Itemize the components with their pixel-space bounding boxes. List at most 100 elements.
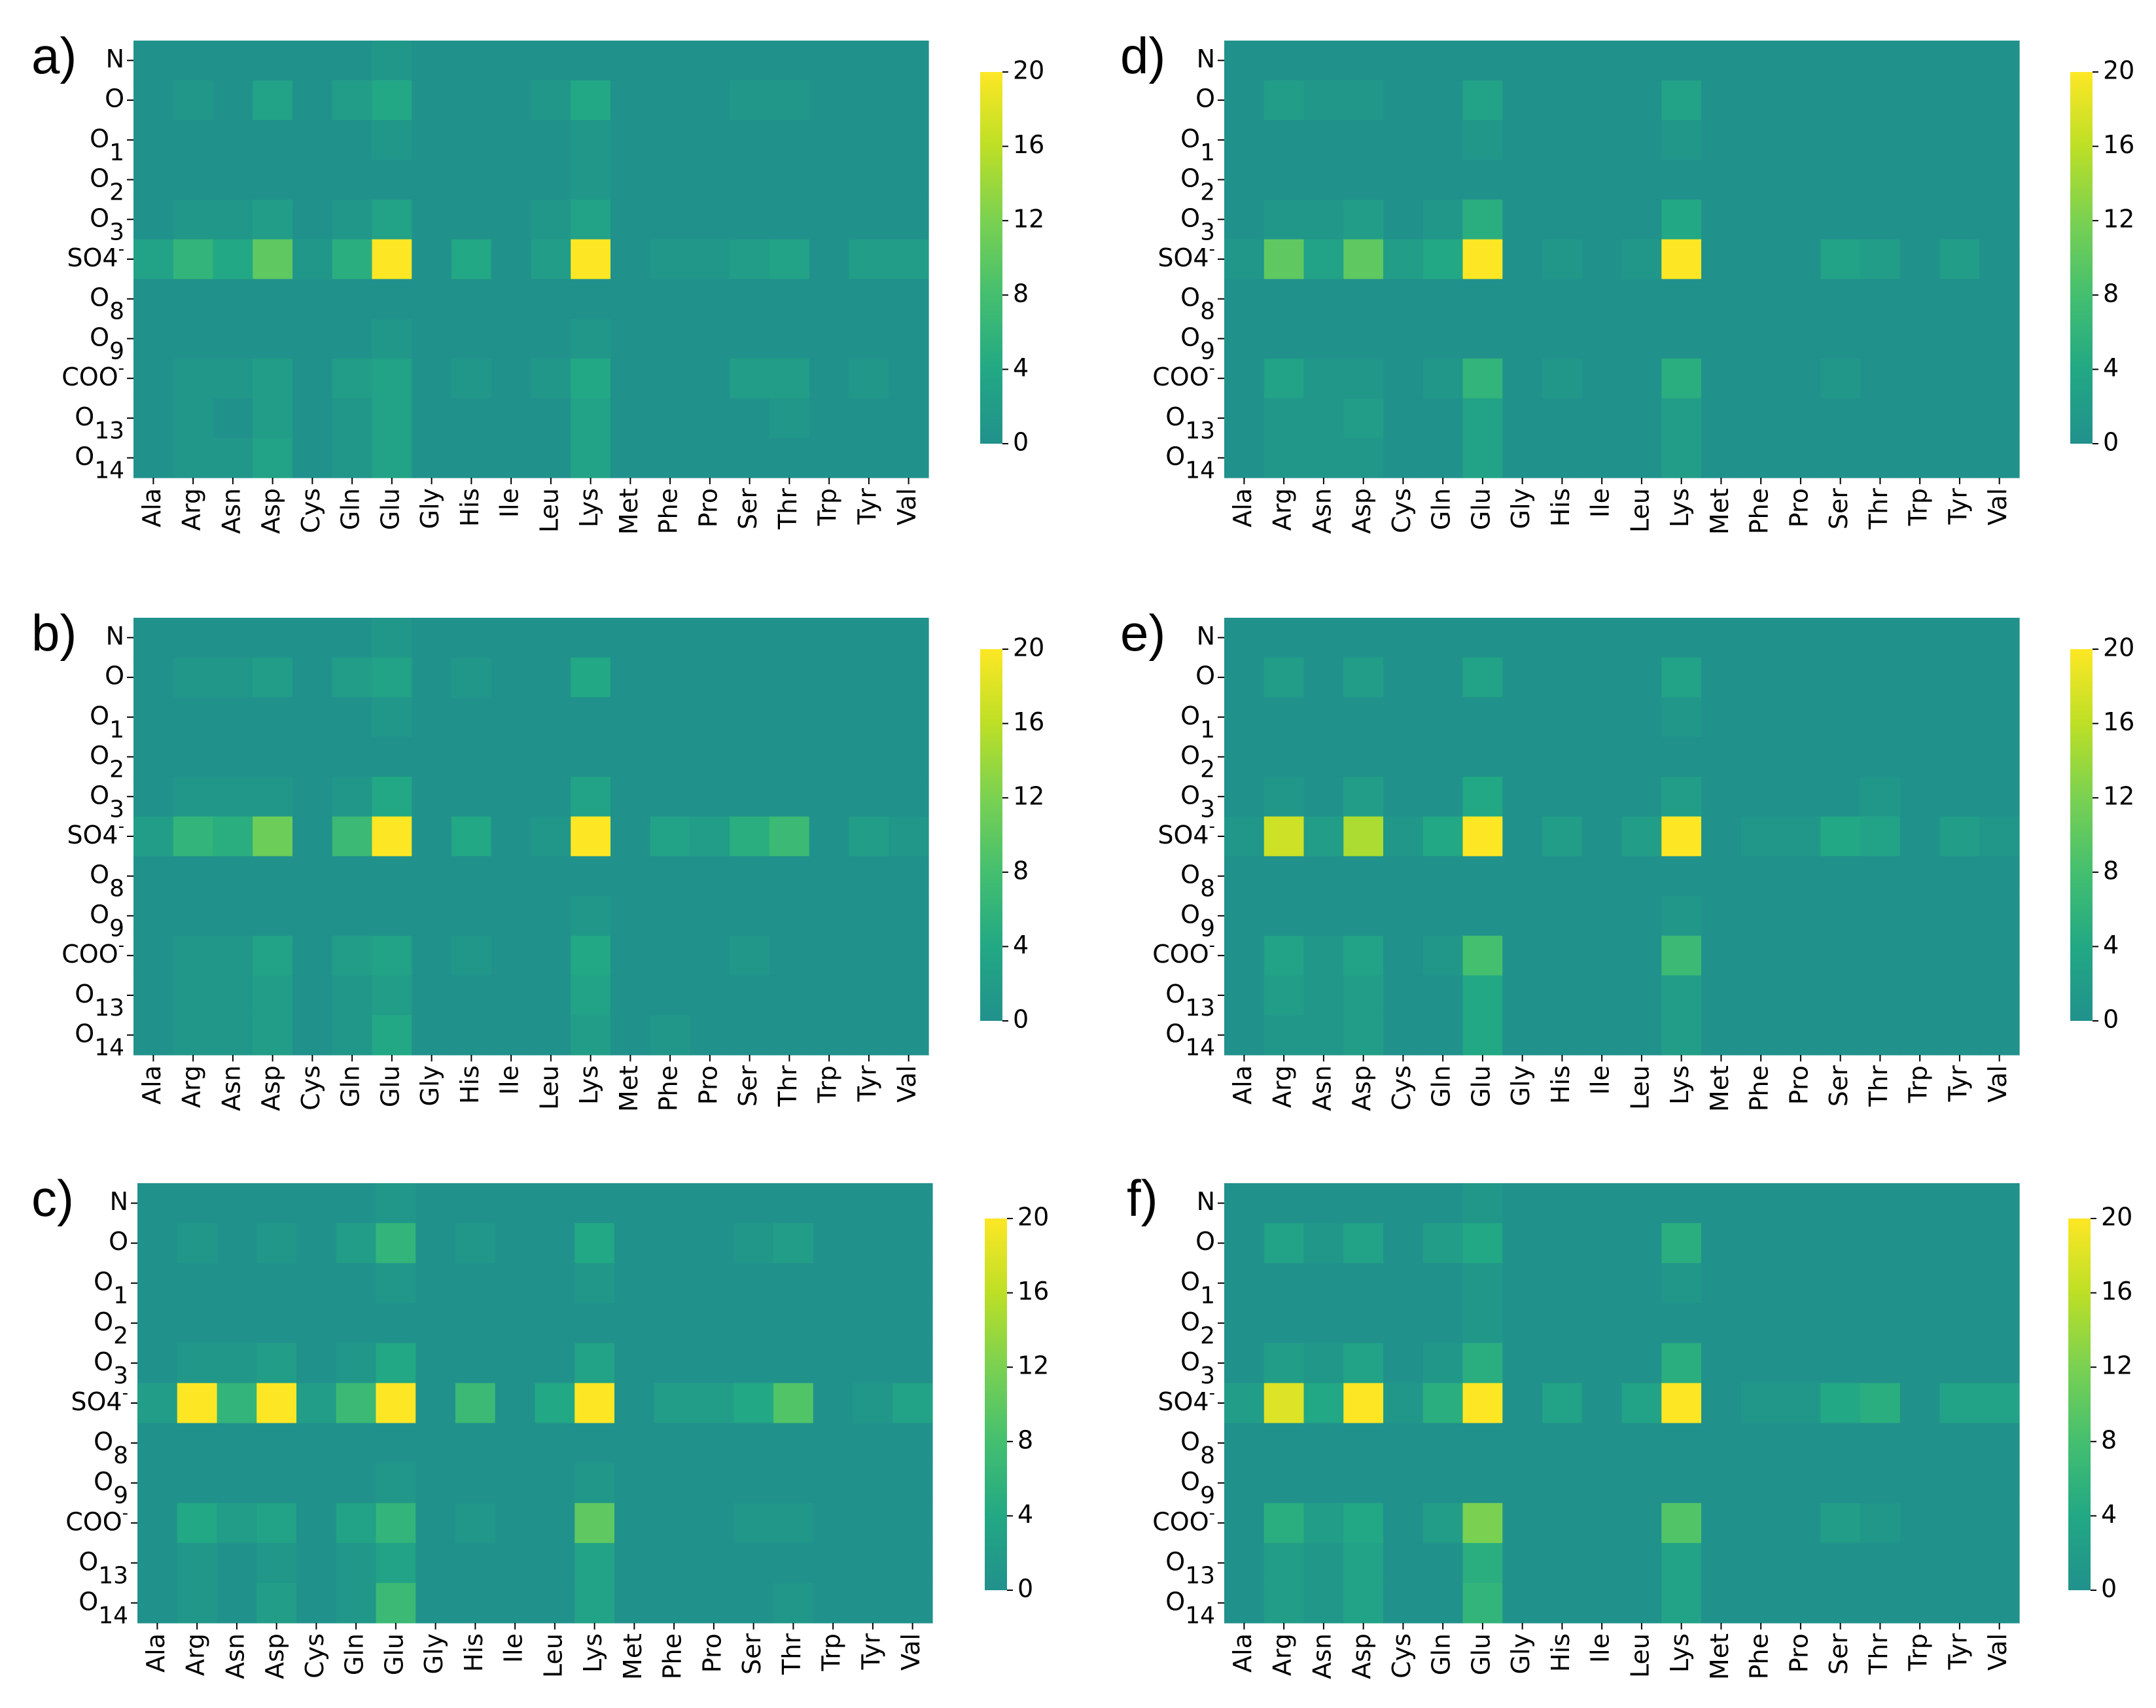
heatmap-cell — [256, 1542, 297, 1584]
heatmap-cell — [1621, 657, 1662, 698]
heatmap-cell — [133, 737, 174, 777]
heatmap-cell — [1502, 1383, 1543, 1424]
heatmap-cell — [1621, 319, 1662, 359]
heatmap-cell — [372, 657, 412, 698]
heatmap-cell — [730, 657, 770, 698]
colorbar-tick-label: 12 — [2103, 205, 2134, 234]
x-tick-label: Gly — [1506, 1633, 1535, 1675]
colorbar-tick-label: 8 — [1013, 279, 1029, 308]
y-tick-label: O2 — [1180, 164, 1215, 205]
x-tick-label: Ser — [1824, 488, 1853, 530]
heatmap-cell — [769, 438, 810, 478]
heatmap-cell — [1741, 160, 1782, 200]
heatmap-cell — [1661, 856, 1702, 897]
heatmap-cell — [1979, 975, 2020, 1016]
heatmap-cell — [1701, 935, 1742, 976]
heatmap-cell — [137, 1303, 178, 1343]
heatmap-cell — [1502, 80, 1543, 121]
heatmap-cell — [1979, 398, 2020, 438]
heatmap-cell — [217, 1303, 257, 1343]
heatmap-cell — [1979, 737, 2020, 777]
heatmap-cell — [571, 737, 611, 777]
heatmap-cell — [1224, 398, 1265, 438]
heatmap-cell — [1741, 199, 1782, 240]
heatmap-cell — [809, 398, 850, 438]
heatmap-cell — [1780, 398, 1821, 438]
heatmap-cell — [1542, 1303, 1583, 1343]
x-tick-label: Arg — [1268, 1633, 1297, 1676]
heatmap-cell — [1780, 1503, 1821, 1544]
heatmap-cell — [531, 618, 571, 658]
heatmap-cell — [1741, 398, 1782, 438]
heatmap-cell — [1780, 438, 1821, 478]
heatmap-cell — [451, 279, 492, 319]
x-tick-label: Lys — [1665, 1065, 1694, 1105]
heatmap-cell — [451, 199, 492, 240]
heatmap-cell — [177, 1183, 218, 1224]
heatmap-cell — [1780, 1383, 1821, 1424]
heatmap-cell — [1542, 1503, 1583, 1544]
x-tick-label: Ile — [1586, 1633, 1615, 1663]
x-tick-label: Gln — [340, 1633, 369, 1675]
x-tick-label: Gln — [336, 1065, 365, 1107]
heatmap-cell — [1780, 358, 1821, 399]
heatmap-cell — [1343, 199, 1384, 240]
heatmap-cell — [253, 697, 293, 738]
heatmap-cell — [769, 856, 810, 897]
heatmap-cell — [1900, 80, 1941, 121]
heatmap-cell — [694, 1263, 734, 1304]
y-tick-label: O8 — [1180, 1427, 1215, 1469]
colorbar — [2070, 72, 2093, 444]
heatmap-cell — [1462, 1582, 1503, 1624]
heatmap-cells — [1224, 618, 2020, 1056]
heatmap-cell — [813, 1423, 854, 1464]
heatmap-cell — [1979, 856, 2020, 897]
heatmap-cell — [1820, 896, 1861, 936]
heatmap-cell — [1939, 438, 1980, 478]
heatmap-cell — [1661, 80, 1702, 121]
heatmap-cell — [1939, 1383, 1980, 1424]
x-tick-label: Val — [892, 488, 921, 525]
x-tick-label: Cys — [296, 1065, 325, 1111]
x-tick-label: Pro — [694, 488, 722, 527]
heatmap-cell — [213, 80, 253, 121]
heatmap-cell — [1383, 41, 1424, 81]
heatmap-cell — [1860, 239, 1901, 279]
heatmap-cell — [769, 975, 810, 1016]
heatmap-cell — [809, 737, 850, 777]
heatmap-cell — [571, 199, 611, 240]
heatmap-cell — [1224, 438, 1265, 478]
heatmap-cell — [730, 737, 770, 777]
heatmap-cell — [733, 1183, 774, 1224]
heatmap-cell — [1979, 1463, 2020, 1504]
heatmap-cell — [773, 1542, 814, 1584]
heatmap-cell — [376, 1223, 416, 1264]
heatmap-cell — [1462, 80, 1503, 121]
heatmap-cell — [769, 279, 810, 319]
heatmap-cell — [1264, 975, 1305, 1016]
heatmap-cell — [451, 41, 492, 81]
heatmap-cell — [1423, 1463, 1464, 1504]
heatmap-cell — [1383, 1463, 1424, 1504]
heatmap-cell — [491, 80, 532, 121]
heatmap-cell — [1621, 737, 1662, 777]
heatmap-cell — [650, 80, 691, 121]
heatmap-cell — [654, 1582, 695, 1624]
heatmap-cell — [137, 1223, 178, 1264]
heatmap-cell — [690, 816, 730, 857]
heatmap-cell — [1780, 1015, 1821, 1056]
heatmap-cell — [730, 856, 770, 897]
heatmap-cell — [1979, 1582, 2020, 1624]
heatmap-cell — [531, 776, 571, 817]
heatmap-cell — [730, 975, 770, 1016]
heatmap-cell — [253, 856, 293, 897]
heatmap-cell — [137, 1383, 178, 1424]
heatmap-cell — [292, 239, 333, 279]
heatmap-cell — [1343, 1383, 1384, 1424]
x-tick-label: Leu — [535, 488, 563, 533]
heatmap-cell — [1820, 1463, 1861, 1504]
heatmap-cell — [650, 657, 691, 698]
heatmap-cell — [412, 657, 452, 698]
heatmap-cell — [1979, 80, 2020, 121]
